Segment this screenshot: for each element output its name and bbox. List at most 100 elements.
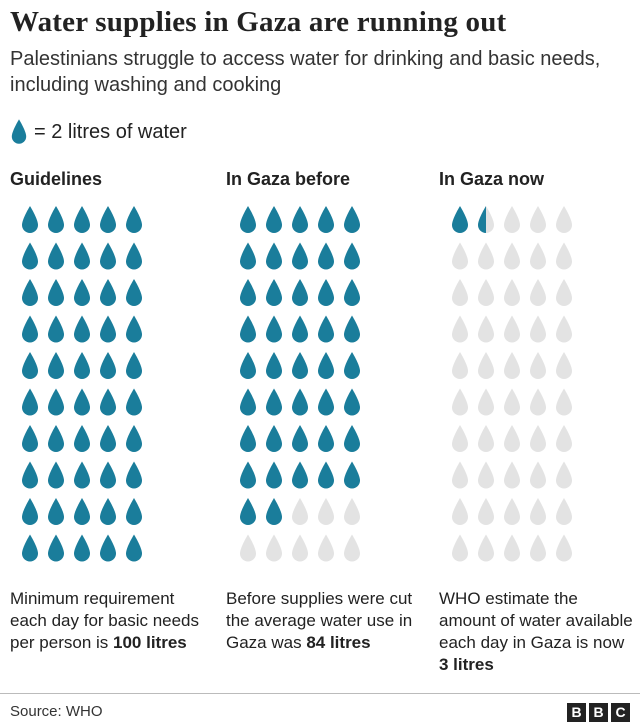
water-drop-empty bbox=[318, 534, 334, 562]
water-drop-filled bbox=[48, 534, 64, 562]
column-header-now: In Gaza now bbox=[439, 169, 545, 189]
bbc-logo: B B C bbox=[567, 703, 630, 722]
water-drop-empty bbox=[530, 206, 546, 233]
water-drop-filled bbox=[266, 279, 282, 306]
water-drop-empty bbox=[504, 242, 520, 270]
water-drop-filled bbox=[240, 352, 256, 379]
water-drop-filled bbox=[100, 352, 116, 379]
water-drop-filled bbox=[266, 206, 282, 233]
water-drop-filled bbox=[100, 315, 116, 343]
water-drop-filled bbox=[318, 242, 334, 270]
water-drop-empty bbox=[452, 534, 468, 562]
water-drop-empty bbox=[530, 315, 546, 343]
water-drop-filled bbox=[126, 206, 142, 233]
water-drop-filled bbox=[240, 425, 256, 452]
water-drop-filled bbox=[266, 425, 282, 452]
water-drop-empty bbox=[504, 315, 520, 343]
drop-grid-now bbox=[452, 206, 572, 562]
water-drop-filled bbox=[22, 206, 38, 233]
water-drop-empty bbox=[530, 534, 546, 562]
water-drop-filled bbox=[100, 461, 116, 489]
water-drop-empty bbox=[530, 352, 546, 379]
water-drop-empty bbox=[452, 388, 468, 416]
water-drop-empty bbox=[556, 352, 572, 379]
caption-value: 84 litres bbox=[306, 633, 371, 652]
water-drop-filled bbox=[48, 352, 64, 379]
water-drop-filled bbox=[292, 206, 308, 233]
caption-guidelines: Minimum requirement each day for basic n… bbox=[10, 588, 205, 654]
water-drop-filled bbox=[100, 425, 116, 452]
caption-text: Before supplies were cut the average wat… bbox=[226, 589, 413, 652]
water-drop-empty bbox=[292, 498, 308, 525]
water-drop-filled bbox=[100, 498, 116, 525]
water-drop-empty bbox=[530, 388, 546, 416]
water-drop-filled bbox=[292, 461, 308, 489]
water-drop-empty bbox=[478, 425, 494, 452]
water-drop-filled bbox=[100, 206, 116, 233]
drop-grid-before bbox=[240, 206, 360, 562]
water-drop-empty bbox=[556, 388, 572, 416]
water-drop-filled bbox=[74, 425, 90, 452]
water-drop-filled bbox=[126, 352, 142, 379]
column-header-before: In Gaza before bbox=[226, 169, 351, 189]
water-drop-empty bbox=[452, 352, 468, 379]
water-drop-empty bbox=[556, 315, 572, 343]
water-drop-filled bbox=[344, 206, 360, 233]
water-drop-empty bbox=[530, 498, 546, 525]
water-drop-empty bbox=[452, 461, 468, 489]
water-drop-filled bbox=[48, 461, 64, 489]
water-drop-filled bbox=[344, 388, 360, 416]
legend-label: = 2 litres of water bbox=[34, 120, 187, 143]
water-drop-empty bbox=[344, 498, 360, 525]
water-drop-filled bbox=[74, 352, 90, 379]
water-drop-filled bbox=[344, 242, 360, 270]
subtitle: Palestinians struggle to access water fo… bbox=[10, 48, 601, 96]
water-drop-filled bbox=[240, 206, 256, 233]
water-drop-filled bbox=[126, 242, 142, 270]
water-drop-empty bbox=[266, 534, 282, 562]
water-drop-empty bbox=[504, 279, 520, 306]
water-drop-filled bbox=[292, 425, 308, 452]
water-drop-filled bbox=[318, 206, 334, 233]
water-drop-empty bbox=[452, 279, 468, 306]
water-drop-empty bbox=[556, 279, 572, 306]
water-drop-filled bbox=[266, 242, 282, 270]
water-drop-filled bbox=[240, 498, 256, 525]
water-drop-empty bbox=[556, 206, 572, 233]
water-drop-filled bbox=[48, 279, 64, 306]
water-drop-filled bbox=[74, 206, 90, 233]
water-drop-empty bbox=[452, 315, 468, 343]
water-drop-filled bbox=[74, 315, 90, 343]
water-drop-empty bbox=[478, 498, 494, 525]
water-drop-filled bbox=[318, 352, 334, 379]
drop-grid-guidelines bbox=[22, 206, 142, 562]
water-drop-filled bbox=[240, 388, 256, 416]
water-drop-empty bbox=[556, 461, 572, 489]
water-drop-empty bbox=[478, 315, 494, 343]
water-drop-empty bbox=[530, 425, 546, 452]
water-drop-filled bbox=[126, 461, 142, 489]
caption-text: Minimum requirement each day for basic n… bbox=[10, 589, 200, 652]
water-drop-filled bbox=[48, 242, 64, 270]
water-drop-filled bbox=[318, 425, 334, 452]
caption-value: 3 litres bbox=[439, 655, 494, 674]
water-drop-filled bbox=[126, 315, 142, 343]
water-drop-empty bbox=[292, 534, 308, 562]
column-header-guidelines: Guidelines bbox=[10, 169, 103, 189]
caption-value: 100 litres bbox=[113, 633, 187, 652]
water-drop-filled bbox=[48, 425, 64, 452]
water-drop-empty bbox=[504, 461, 520, 489]
water-drop-filled bbox=[22, 279, 38, 306]
water-drop-filled bbox=[266, 388, 282, 416]
water-drop-filled bbox=[344, 352, 360, 379]
water-drop-filled bbox=[22, 242, 38, 270]
caption-text: WHO estimate the amount of water availab… bbox=[439, 589, 633, 652]
water-drop-filled bbox=[22, 534, 38, 562]
water-drop-filled bbox=[126, 534, 142, 562]
water-drop-filled bbox=[344, 315, 360, 343]
water-drop-filled bbox=[240, 461, 256, 489]
water-drop-filled bbox=[318, 315, 334, 343]
water-drop-filled bbox=[266, 498, 282, 525]
water-drop-filled bbox=[452, 206, 468, 233]
water-drop-empty bbox=[530, 279, 546, 306]
